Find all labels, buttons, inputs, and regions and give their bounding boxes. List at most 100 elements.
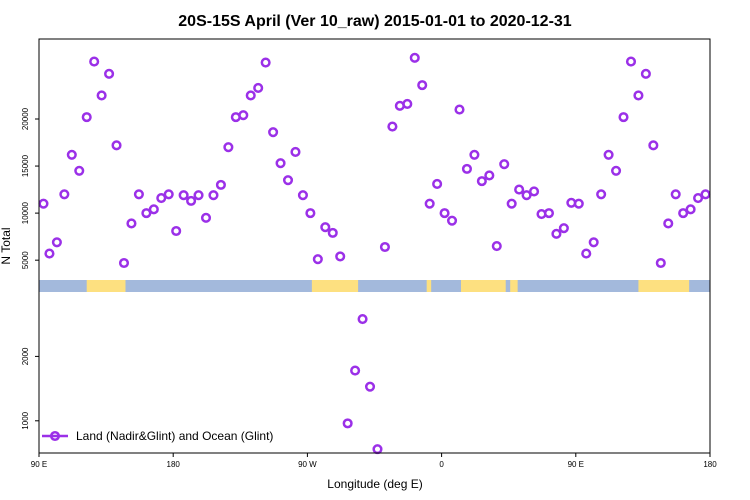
y-tick-label: 1000	[21, 411, 30, 429]
y-axis-label: N Total	[0, 227, 13, 264]
data-point	[38, 198, 49, 209]
data-point	[104, 68, 115, 79]
x-tick-label: 180	[703, 460, 717, 469]
data-point	[44, 248, 55, 259]
data-point	[260, 57, 271, 68]
data-point	[558, 223, 569, 234]
data-point	[469, 149, 480, 160]
data-point	[133, 189, 144, 200]
data-point	[603, 149, 614, 160]
data-point	[655, 257, 666, 269]
data-point	[372, 444, 383, 455]
data-point	[633, 90, 644, 101]
y-tick-label: 5000	[21, 251, 30, 269]
land-band-segment	[311, 280, 359, 292]
data-point	[59, 189, 70, 200]
data-point	[588, 237, 599, 248]
data-point	[618, 112, 629, 123]
y-tick-label: 2000	[21, 347, 30, 365]
data-point	[528, 186, 540, 197]
x-axis-label: Longitude (deg E)	[327, 477, 422, 491]
data-point	[611, 165, 622, 176]
data-point	[364, 381, 376, 392]
data-point	[156, 193, 167, 204]
data-point	[484, 170, 495, 181]
data-point	[476, 176, 487, 187]
data-point	[223, 142, 234, 153]
axes: 90 E 180 90 W 0 90 E 180 5000 10000 15000 20000 10…	[21, 107, 717, 469]
y-tick-label: 20000	[21, 107, 30, 130]
data-point	[625, 56, 637, 67]
land-band-segment	[86, 280, 124, 292]
data-point	[350, 365, 361, 376]
data-point	[543, 208, 555, 219]
data-point	[342, 418, 353, 429]
y-tick-label: 15000	[21, 154, 30, 177]
data-point	[432, 178, 443, 189]
legend-marker	[49, 430, 61, 442]
data-point	[670, 189, 681, 200]
ocean-band	[39, 280, 710, 292]
data-point	[461, 163, 472, 174]
data-point	[521, 190, 532, 201]
data-point	[51, 237, 62, 248]
data-point	[685, 204, 696, 215]
land-band-segment	[460, 280, 506, 292]
data-point	[312, 254, 323, 265]
data-point	[581, 248, 592, 259]
data-point	[163, 189, 174, 200]
data-point	[81, 112, 92, 123]
land-band-segment	[638, 280, 690, 292]
data-point	[678, 208, 689, 219]
data-point	[96, 90, 107, 101]
data-point	[282, 175, 294, 186]
data-point	[417, 80, 428, 91]
land-band-segment	[510, 280, 518, 292]
data-point	[141, 208, 152, 219]
data-point	[640, 68, 651, 79]
data-point	[409, 52, 420, 63]
data-point	[648, 140, 659, 151]
x-tick-label: 90 W	[298, 460, 317, 469]
legend-label: Land (Nadir&Glint) and Ocean (Glint)	[76, 429, 273, 443]
data-point	[357, 313, 368, 325]
y-tick-label: 10000	[21, 201, 30, 224]
data-point	[446, 215, 458, 226]
plot-frame	[38, 38, 711, 454]
data-point	[171, 225, 182, 237]
surface-band	[39, 280, 710, 292]
data-point	[454, 104, 465, 115]
data-point	[66, 149, 77, 160]
land-band-segment	[121, 280, 126, 292]
data-point	[305, 208, 316, 219]
data-points	[38, 52, 711, 455]
data-point	[387, 121, 398, 132]
data-point	[178, 190, 189, 201]
data-point	[297, 190, 308, 201]
x-tick-label: 0	[439, 460, 444, 469]
legend: Land (Nadir&Glint) and Ocean (Glint)	[42, 429, 273, 443]
data-point	[74, 165, 85, 176]
data-point	[439, 208, 450, 219]
data-point	[506, 198, 517, 209]
x-tick-label: 90 E	[31, 460, 47, 469]
land-band-segment	[426, 280, 432, 292]
data-point	[379, 241, 390, 253]
data-point	[596, 189, 607, 200]
data-point	[275, 158, 286, 169]
data-point	[514, 184, 525, 195]
data-point	[89, 56, 100, 67]
data-point	[499, 159, 510, 170]
data-point	[253, 82, 264, 93]
x-tick-label: 180	[167, 460, 181, 469]
data-point	[148, 204, 159, 215]
data-point	[327, 227, 338, 238]
data-point	[693, 193, 704, 204]
data-point	[186, 195, 197, 206]
data-point	[424, 198, 435, 209]
chart-title: 20S-15S April (Ver 10_raw) 2015-01-01 to…	[178, 13, 572, 30]
data-point	[551, 228, 562, 239]
data-point	[238, 110, 249, 121]
data-point	[402, 98, 413, 109]
data-point	[245, 90, 256, 101]
